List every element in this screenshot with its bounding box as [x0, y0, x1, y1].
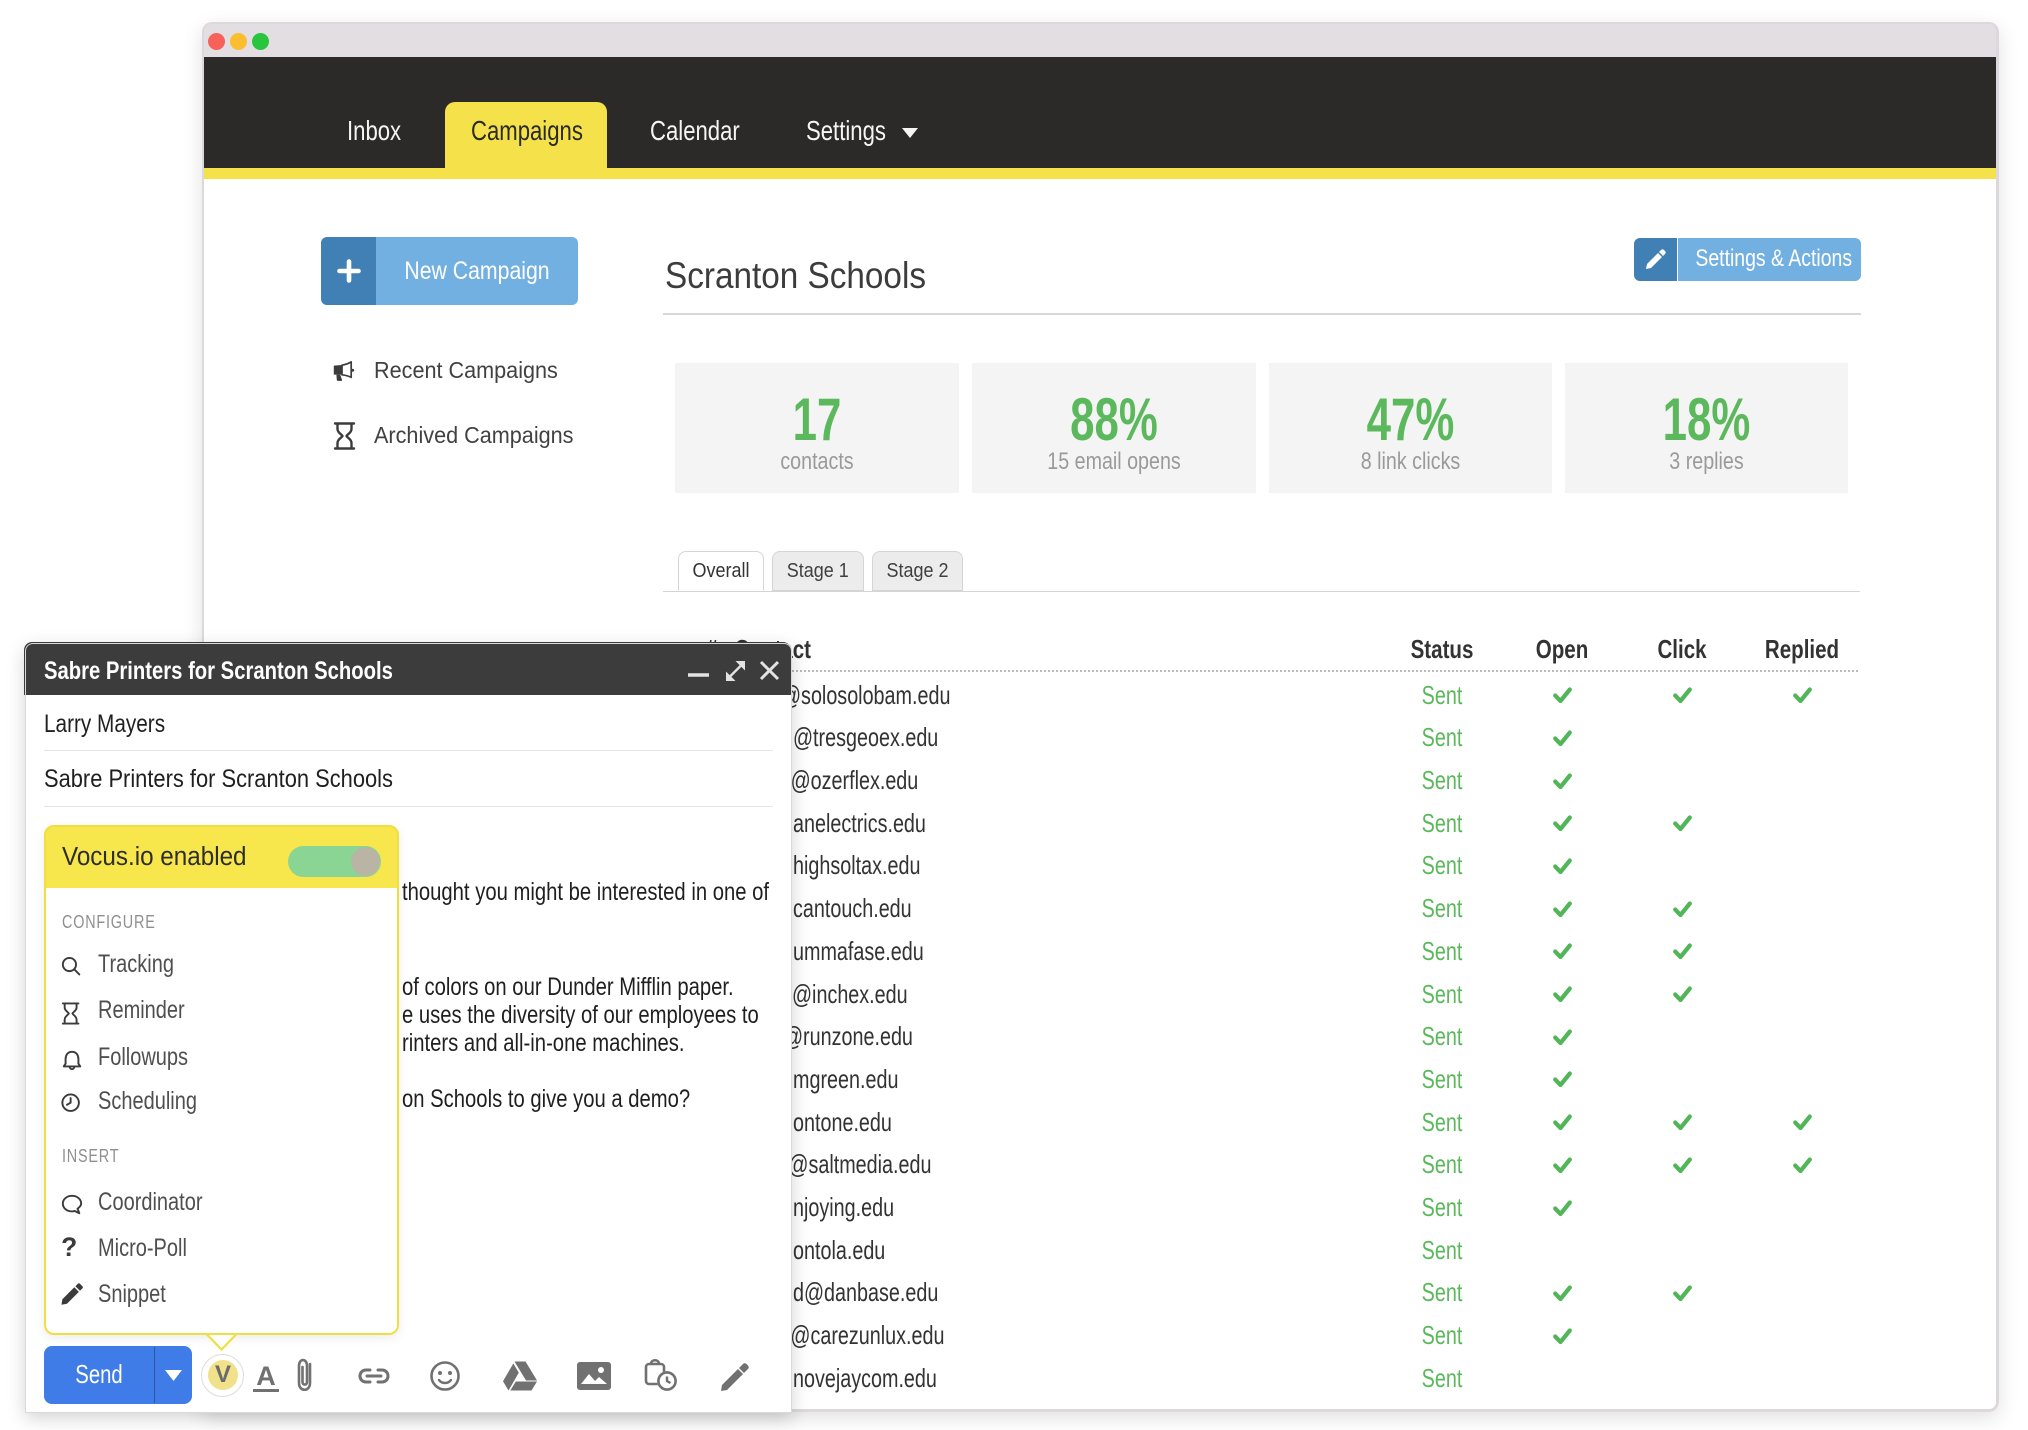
svg-text:?: ?: [61, 1237, 77, 1257]
